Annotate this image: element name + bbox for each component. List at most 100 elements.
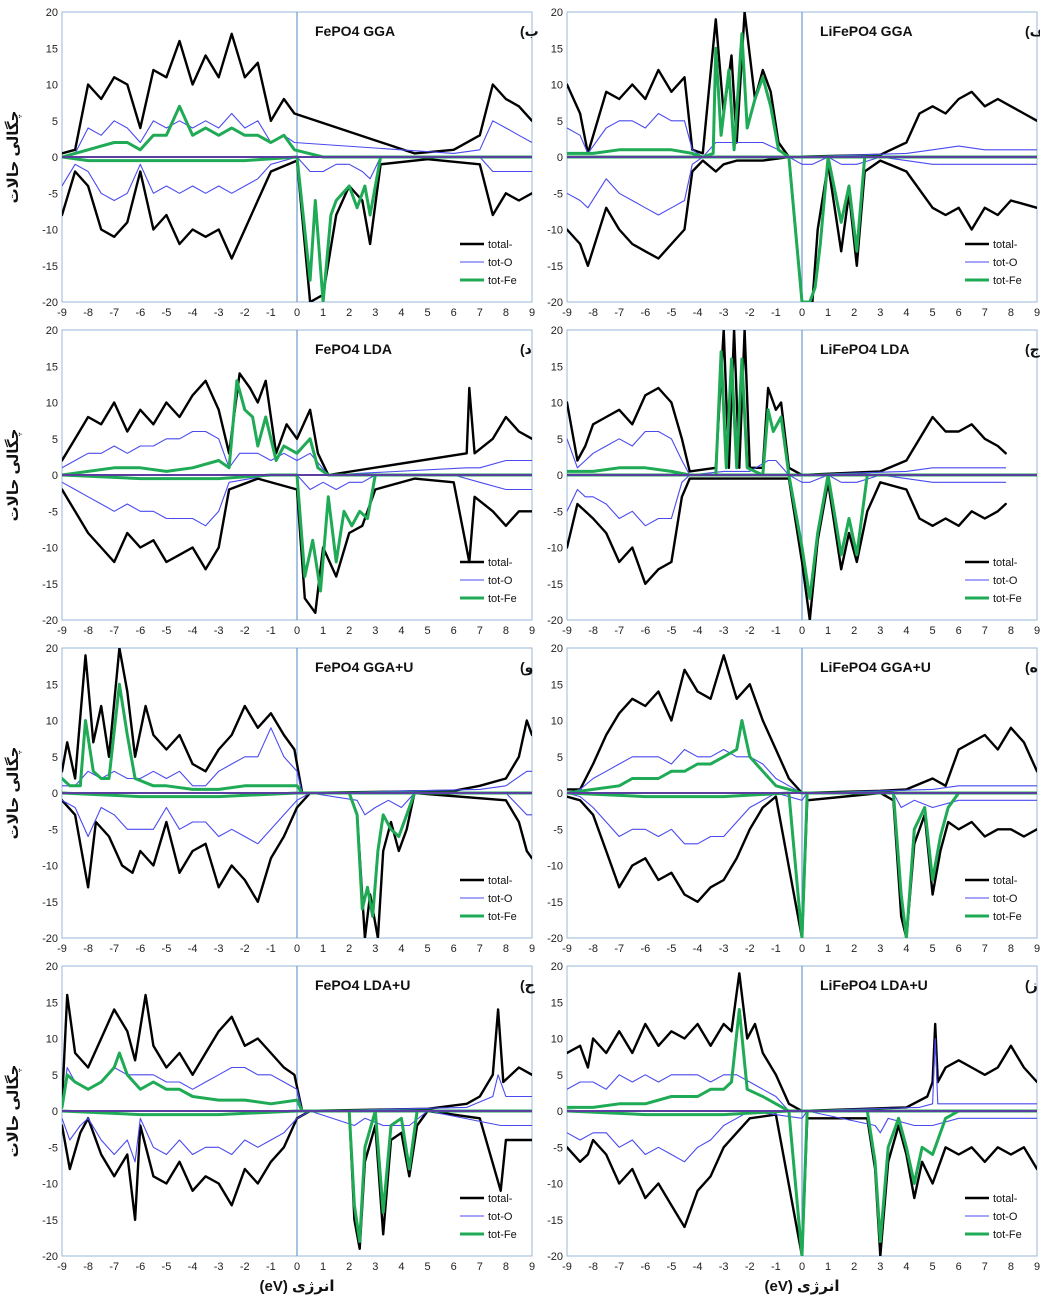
y-tick-label: -20 [42,1251,58,1263]
x-tick-label: -9 [562,307,572,319]
x-tick-label: 1 [320,1261,326,1273]
x-tick-label: 2 [851,943,857,955]
x-tick-label: 2 [346,307,352,319]
x-tick-label: -3 [214,943,224,955]
x-tick-label: 0 [799,307,805,319]
y-axis-title: چگالی حالات [4,429,23,522]
y-axis-labels: چگالی حالات چگالی حالات چگالی حالات چگالی ح… [4,111,23,1158]
x-tick-label: 4 [903,943,909,955]
legend-label: tot-Fe [993,1229,1022,1241]
x-tick-label: -4 [693,943,703,955]
y-axis-title: چگالی حالات [4,111,23,204]
y-tick-label: 10 [46,716,58,728]
x-tick-label: 3 [372,625,378,637]
x-tick-label: -3 [214,1261,224,1273]
series-line-toto-up [62,112,532,158]
series-group [62,32,532,302]
legend-label: tot-O [993,575,1018,587]
panel-letter: ح) [520,977,536,993]
legend-label: total- [488,557,513,569]
y-tick-label: -15 [547,579,563,591]
legend-label: tot-Fe [488,911,517,923]
y-tick-label: -20 [42,615,58,627]
legend-label: tot-O [993,257,1018,269]
y-tick-label: 10 [46,80,58,92]
legend-label: tot-Fe [993,275,1022,287]
series-line-total-down [567,477,1007,620]
x-tick-label: -8 [588,943,598,955]
y-tick-label: -15 [42,579,58,591]
series-line-totfe-down [62,791,532,918]
series-group [62,372,532,614]
x-tick-label: -7 [109,307,119,319]
x-tick-label: -5 [667,625,677,637]
x-tick-label: 0 [799,1261,805,1273]
y-tick-label: 15 [551,679,563,691]
x-tick-label: 5 [929,307,935,319]
y-tick-label: -5 [48,188,58,200]
y-tick-label: -20 [547,297,563,309]
x-tick-label: 0 [799,625,805,637]
series-line-total-down [62,1109,532,1250]
x-tick-label: 0 [799,943,805,955]
legend: total-tot-O tot-Fe [965,239,1022,287]
y-tick-label: -10 [547,861,563,873]
x-tick-label: 6 [956,307,962,319]
series-line-totfe-up [62,379,532,477]
series-line-toto-down [62,792,532,845]
x-tick-label: -2 [240,1261,250,1273]
x-tick-label: 4 [903,625,909,637]
y-tick-label: -20 [42,297,58,309]
x-tick-label: -9 [57,943,67,955]
x-tick-label: 3 [372,1261,378,1273]
x-tick-label: 7 [477,307,483,319]
x-tick-label: 7 [982,625,988,637]
y-tick-label: 20 [551,7,563,19]
y-tick-label: -10 [547,1179,563,1191]
series-line-totfe-up [62,1051,532,1113]
x-tick-label: -6 [135,1261,145,1273]
legend: total-tot-O tot-Fe [460,1193,517,1241]
x-tick-label: 6 [956,1261,962,1273]
series-line-toto-up [567,748,1037,794]
x-tick-label: -9 [562,625,572,637]
x-tick-label: 8 [1008,1261,1014,1273]
x-tick-label: -1 [266,625,276,637]
x-tick-label: -7 [614,1261,624,1273]
x-tick-label: -4 [188,943,198,955]
x-tick-label: -8 [588,625,598,637]
y-tick-label: 15 [46,43,58,55]
panel-title: LiFePO4 GGA [820,23,913,39]
y-tick-label: -5 [48,824,58,836]
x-tick-label: -5 [162,307,172,319]
x-tick-label: 8 [503,625,509,637]
y-tick-label: 15 [551,43,563,55]
x-tick-label: 9 [1034,625,1040,637]
x-tick-label: 2 [851,625,857,637]
x-tick-label: 5 [424,943,430,955]
x-tick-label: -5 [162,1261,172,1273]
x-tick-label: -5 [667,1261,677,1273]
x-tick-label: -8 [83,307,93,319]
y-tick-label: 10 [551,1034,563,1046]
series-line-totfe-up [567,32,1037,159]
y-tick-label: 0 [557,788,563,800]
series-line-toto-up [567,112,1037,158]
x-tick-label: 8 [503,1261,509,1273]
x-tick-label: -9 [562,943,572,955]
x-tick-label: 3 [372,943,378,955]
series-line-toto-down [567,792,1037,845]
y-tick-label: -5 [553,188,563,200]
x-tick-label: 5 [424,625,430,637]
y-tick-label: 20 [551,643,563,655]
y-tick-label: 5 [52,1070,58,1082]
legend-label: tot-Fe [488,1229,517,1241]
x-tick-label: -9 [57,1261,67,1273]
series-line-totfe-up [567,1008,1037,1113]
x-tick-label: 4 [903,307,909,319]
x-tick-label: 8 [503,307,509,319]
series-group [567,330,1037,620]
panel-title: FePO4 LDA+U [315,977,410,993]
